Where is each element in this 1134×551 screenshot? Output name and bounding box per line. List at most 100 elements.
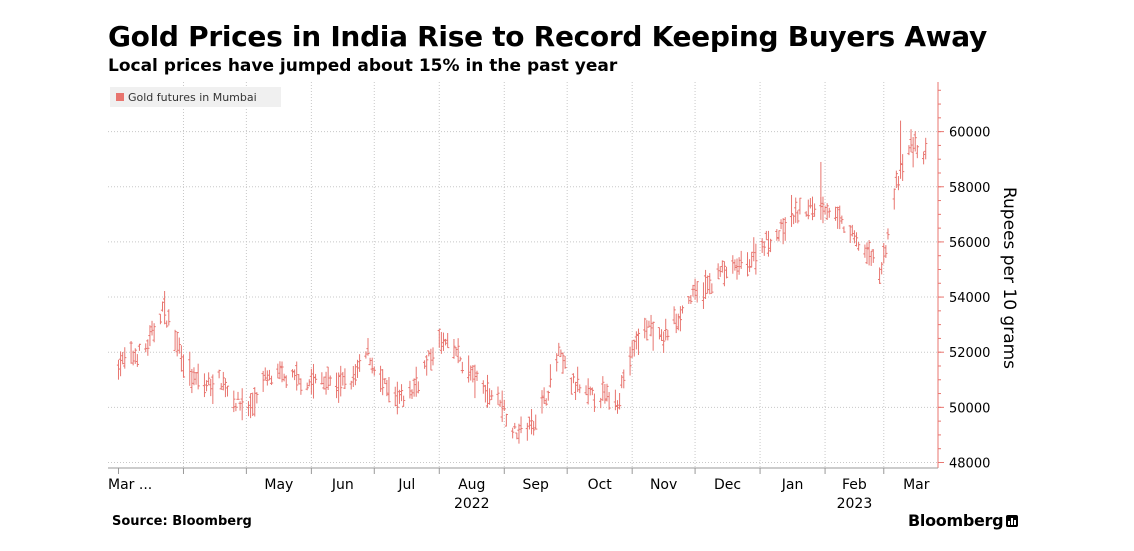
ohlc-bar	[240, 388, 244, 421]
ohlc-bar	[911, 136, 915, 168]
ohlc-bar	[857, 241, 861, 251]
ohlc-bar	[293, 369, 297, 381]
ohlc-bar	[402, 395, 406, 407]
ohlc-bar	[584, 385, 588, 396]
ohlc-bar	[722, 261, 727, 287]
ohlc-bar	[794, 197, 798, 223]
ohlc-bar	[305, 382, 309, 391]
ohlc-bar	[483, 384, 488, 403]
ohlc-bar	[605, 383, 609, 402]
ohlc-bar	[796, 210, 800, 224]
y-tick-label: 54000	[949, 291, 990, 306]
ohlc-bar	[842, 226, 846, 233]
ohlc-bar	[762, 241, 766, 256]
ohlc-bar	[546, 390, 550, 401]
ohlc-bar	[592, 393, 597, 412]
ohlc-bar	[221, 371, 225, 391]
ohlc-bar	[236, 391, 240, 400]
ohlc-bar	[467, 355, 471, 383]
ohlc-bar	[265, 370, 269, 386]
x-tick-label: Aug	[458, 477, 485, 493]
ohlc-bar	[760, 238, 764, 253]
ohlc-bar	[116, 359, 121, 380]
ohlc-bar	[485, 374, 490, 408]
ohlc-bar	[295, 361, 299, 391]
ohlc-bar	[334, 372, 339, 399]
ohlc-bar	[678, 306, 682, 332]
bar-chart-icon	[1006, 515, 1019, 527]
x-axis: Mar ... May Jun Jul Aug Sep Oct Nov Dec Jan Feb Mar…	[108, 467, 938, 512]
ohlc-bar	[473, 364, 477, 399]
legend-box	[110, 87, 281, 107]
ohlc-bar	[848, 225, 852, 244]
ohlc-bar	[731, 255, 735, 274]
source-note: Source: Bloomberg	[112, 514, 252, 529]
ohlc-bar	[248, 393, 253, 419]
ohlc-bar	[664, 318, 668, 341]
ohlc-bar	[207, 372, 211, 386]
ohlc-bar	[192, 367, 196, 386]
ohlc-bar	[779, 219, 783, 230]
ohlc-bar	[838, 205, 842, 230]
y-axis: 48000 50000 52000 54000 56000 58000 60000	[937, 82, 990, 471]
ohlc-bar	[676, 313, 680, 331]
ohlc-bar	[232, 390, 236, 413]
ohlc-bar	[416, 381, 420, 394]
ohlc-bar	[555, 353, 559, 372]
ohlc-bar	[225, 385, 230, 397]
ohlc-bar	[922, 151, 926, 165]
ohlc-bar	[634, 331, 638, 350]
ohlc-bar	[167, 309, 171, 326]
ohlc-bar	[385, 379, 389, 397]
ohlc-bar	[496, 386, 500, 405]
ohlc-bar	[253, 387, 257, 417]
ohlc-bar	[691, 284, 695, 297]
ohlc-bar	[687, 296, 691, 304]
ohlc-bar	[812, 203, 817, 217]
ohlc-bar	[437, 328, 441, 348]
ohlc-bar	[504, 413, 508, 427]
x-tick-label: Dec	[714, 477, 741, 493]
ohlc-bar	[789, 194, 794, 227]
ohlc-bar	[425, 355, 429, 376]
ohlc-bar	[747, 259, 752, 273]
ohlc-bar	[431, 347, 435, 366]
ohlc-bar	[586, 378, 590, 405]
ohlc-bar	[620, 375, 624, 389]
ohlc-bar	[410, 389, 414, 399]
ohlc-bar	[471, 365, 475, 383]
ohlc-bar	[441, 332, 446, 351]
legend-label: Gold futures in Mumbai	[128, 91, 257, 104]
ohlc-bar	[204, 380, 209, 392]
ohlc-bar	[578, 384, 582, 394]
ohlc-bar	[351, 366, 355, 387]
ohlc-bar	[674, 313, 678, 334]
ohlc-bar	[460, 361, 464, 374]
ohlc-bar	[341, 371, 345, 386]
ohlc-bar	[886, 228, 890, 240]
ohlc-bar	[181, 354, 186, 378]
x-tick-label: Jun	[331, 477, 354, 493]
ohlc-bar	[355, 359, 360, 378]
ohlc-bar	[792, 214, 796, 225]
ohlc-bar	[397, 389, 402, 404]
ohlc-bar	[234, 402, 238, 412]
ohlc-bar	[877, 267, 882, 284]
ohlc-bar	[806, 199, 810, 220]
ohlc-bar	[173, 329, 177, 351]
ohlc-bar	[754, 243, 758, 275]
ohlc-bar	[276, 363, 280, 379]
ohlc-bar	[865, 242, 869, 265]
ohlc-bar	[412, 378, 416, 397]
ohlc-bar	[766, 230, 771, 257]
ohlc-bar	[651, 321, 655, 351]
x-tick-label: May	[264, 477, 293, 493]
ohlc-bar	[745, 252, 750, 277]
ohlc-bar	[701, 282, 706, 309]
ohlc-bar	[381, 369, 385, 396]
ohlc-bar	[158, 313, 163, 325]
ohlc-bar	[366, 338, 370, 356]
ohlc-bar	[131, 350, 135, 366]
ohlc-bar	[840, 215, 844, 224]
x-year-label: 2022	[454, 496, 490, 512]
